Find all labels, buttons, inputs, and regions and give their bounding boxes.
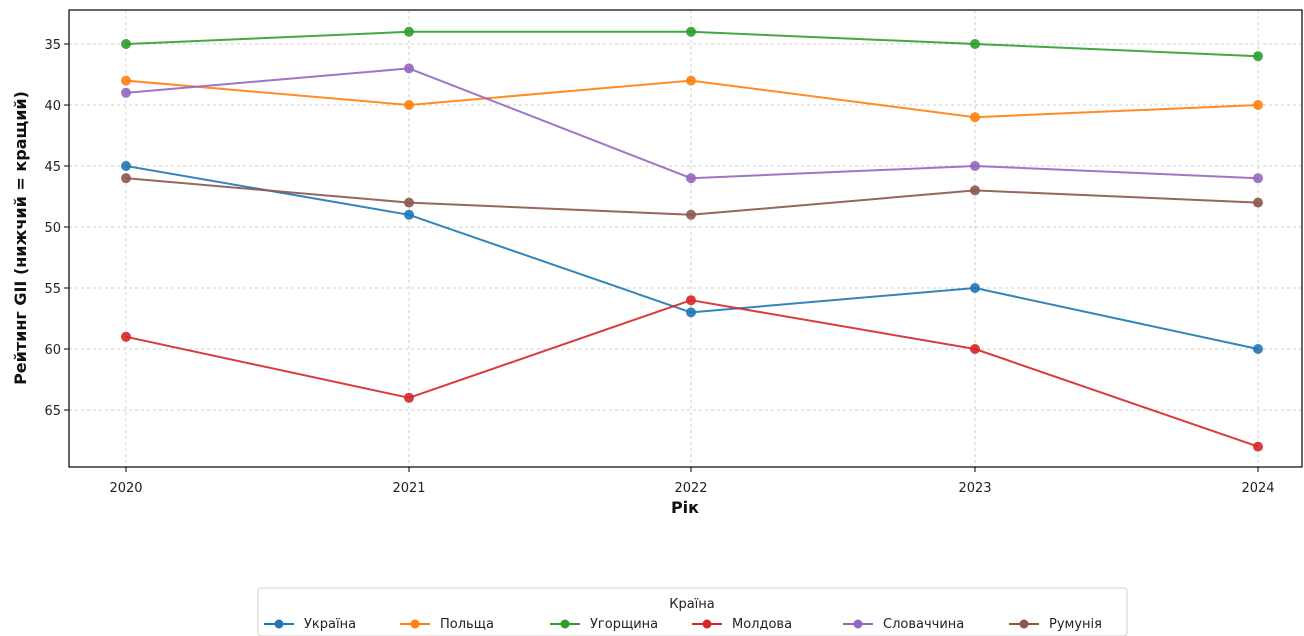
series-0 <box>121 161 1263 354</box>
legend-swatch-marker <box>560 619 570 629</box>
data-point <box>121 87 131 98</box>
legend-label: Румунія <box>1049 617 1102 632</box>
data-point <box>1253 441 1263 452</box>
legend-label: Молдова <box>732 617 792 632</box>
ticks: 35 40 45 50 55 60 65 2020 2021 2022 2023 2024 <box>44 38 1274 496</box>
x-tick-label: 2020 <box>109 481 142 496</box>
legend-item: Угорщина <box>550 617 658 632</box>
x-tick-label: 2023 <box>958 481 991 496</box>
legend-items: Україна Польща Угорщина Молдова Словаччина Ру… <box>264 617 1102 632</box>
data-point <box>686 209 696 220</box>
legend-box <box>257 587 1128 636</box>
data-point <box>1253 344 1263 354</box>
x-tick-label: 2022 <box>674 481 707 496</box>
legend-label: Словаччина <box>883 617 964 632</box>
y-axis-title: Рейтинг GII (нижчий = кращий) <box>11 91 30 385</box>
data-point <box>970 344 980 354</box>
data-point <box>970 112 980 123</box>
series-line <box>125 177 1259 216</box>
y-tick-label: 60 <box>44 343 61 358</box>
legend-label: Україна <box>304 617 356 632</box>
data-point <box>121 173 131 184</box>
x-tick-label: 2024 <box>1241 481 1274 496</box>
data-point <box>686 307 696 318</box>
grid <box>69 10 1302 467</box>
legend-title: Країна <box>669 597 715 612</box>
y-tick-label: 40 <box>44 99 61 114</box>
data-point <box>121 39 131 49</box>
y-tick-label: 55 <box>44 282 61 297</box>
data-point <box>686 173 696 184</box>
plot-series <box>121 26 1263 452</box>
x-tick-label: 2021 <box>392 481 425 496</box>
legend: Країна Україна Польща Угорщина Молдова Слова… <box>257 587 1128 636</box>
x-axis-title: Рік <box>671 498 699 517</box>
data-point <box>1253 173 1263 184</box>
legend-swatch-marker <box>410 619 420 629</box>
data-point <box>404 209 414 220</box>
data-point <box>970 161 980 171</box>
data-point <box>686 26 696 37</box>
legend-item: Польща <box>400 617 494 632</box>
data-point <box>1253 51 1263 62</box>
series-4 <box>121 63 1263 184</box>
data-point <box>121 331 131 342</box>
legend-item: Україна <box>264 617 356 632</box>
data-point <box>1253 100 1263 110</box>
series-2 <box>121 26 1263 62</box>
data-point <box>121 161 131 171</box>
legend-swatch-marker <box>702 619 712 629</box>
series-3 <box>121 295 1263 452</box>
data-point <box>970 283 980 293</box>
legend-item: Молдова <box>692 617 792 632</box>
data-point <box>404 63 414 74</box>
data-point <box>686 75 696 86</box>
legend-item: Румунія <box>1009 617 1102 632</box>
data-point <box>1253 197 1263 208</box>
legend-swatch-marker <box>1019 619 1029 629</box>
y-tick-label: 45 <box>44 160 61 175</box>
legend-label: Польща <box>440 617 494 632</box>
series-5 <box>121 173 1263 220</box>
data-point <box>404 392 414 403</box>
data-point <box>686 295 696 306</box>
data-point <box>404 26 414 37</box>
data-point <box>970 185 980 196</box>
data-point <box>970 39 980 49</box>
plot-frame <box>68 9 1303 468</box>
legend-swatch-marker <box>853 619 863 629</box>
data-point <box>404 197 414 208</box>
y-tick-label: 35 <box>44 38 61 53</box>
y-tick-label: 65 <box>44 404 61 419</box>
legend-item: Словаччина <box>843 617 964 632</box>
data-point <box>404 100 414 110</box>
data-point <box>121 75 131 86</box>
y-tick-label: 50 <box>44 221 61 236</box>
legend-swatch-marker <box>274 619 284 629</box>
series-1 <box>121 75 1263 123</box>
legend-label: Угорщина <box>590 617 658 632</box>
series-line <box>125 79 1259 119</box>
series-line <box>125 299 1259 448</box>
